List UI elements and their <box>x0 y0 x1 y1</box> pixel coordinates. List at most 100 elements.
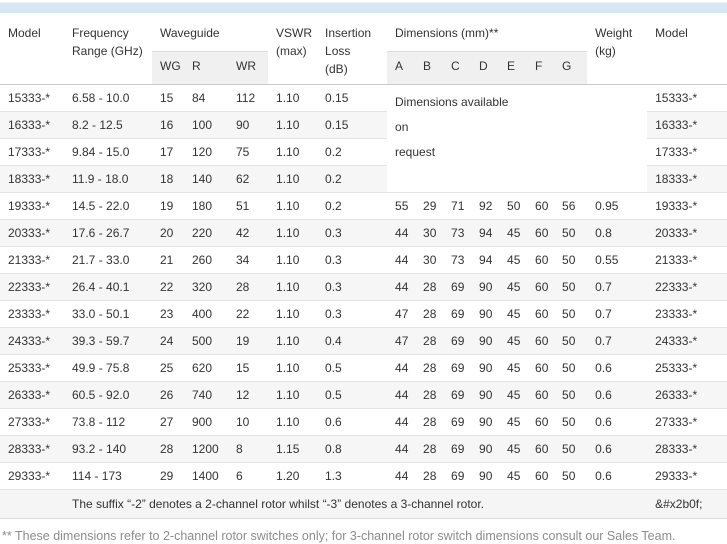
cell-dim-g: 50 <box>554 327 588 355</box>
cell-dim-e: 45 <box>499 327 528 355</box>
cell-vswr: 1.10 <box>268 300 318 328</box>
table-row: 21333-* 21.7 - 33.0 21 260 34 1.10 0.3 44 30 73 94… <box>0 246 727 274</box>
cell-dim-d: 90 <box>471 462 500 490</box>
cell-frequency-range: 73.8 - 112 <box>64 408 152 436</box>
cell-insertion-loss: 0.5 <box>317 381 388 409</box>
col-header-r: R <box>184 51 228 85</box>
cell-model: 19333-* <box>0 192 64 220</box>
cell-weight: 0.6 <box>587 354 648 382</box>
cell-weight: 0.95 <box>587 192 648 220</box>
cell-dim-b: 28 <box>415 273 444 301</box>
footer-symbol-cell: &#x2b0f; <box>647 489 727 519</box>
cell-weight: 0.6 <box>587 381 648 409</box>
cell-dim-f: 60 <box>527 327 555 355</box>
cell-r: 900 <box>184 408 228 436</box>
cell-dim-a: 44 <box>387 381 416 409</box>
cell-wr: 62 <box>228 165 269 193</box>
cell-vswr: 1.10 <box>268 165 318 193</box>
cell-dim-f: 60 <box>527 246 555 274</box>
dimensions-footnote: ** These dimensions refer to 2-channel r… <box>2 529 676 543</box>
cell-dim-e: 45 <box>499 408 528 436</box>
col-header-dim-a: A <box>387 51 416 85</box>
cell-wg: 28 <box>152 435 184 463</box>
cell-dim-a: 44 <box>387 408 416 436</box>
top-accent-bar <box>0 2 727 13</box>
cell-frequency-range: 114 - 173 <box>64 462 152 490</box>
cell-r: 320 <box>184 273 228 301</box>
cell-model-right: 25333-* <box>647 354 727 382</box>
cell-model: 16333-* <box>0 111 64 139</box>
cell-wr: 34 <box>228 246 269 274</box>
cell-dim-e: 45 <box>499 273 528 301</box>
cell-wg: 24 <box>152 327 184 355</box>
cell-model: 21333-* <box>0 246 64 274</box>
cell-dim-e: 50 <box>499 192 528 220</box>
cell-wr: 19 <box>228 327 269 355</box>
table-body: 15333-* 6.58 - 10.0 15 84 112 1.10 0.15 Dimensi… <box>0 84 727 490</box>
table-row: 27333-* 73.8 - 112 27 900 10 1.10 0.6 44 28 69 90 4… <box>0 408 727 436</box>
col-header-weight: Weight (kg) <box>587 16 648 85</box>
cell-dim-b: 28 <box>415 327 444 355</box>
cell-wg: 21 <box>152 246 184 274</box>
cell-r: 620 <box>184 354 228 382</box>
cell-dim-a: 44 <box>387 462 416 490</box>
cell-r: 400 <box>184 300 228 328</box>
cell-model-right: 17333-* <box>647 138 727 166</box>
cell-dim-b: 28 <box>415 435 444 463</box>
cell-model-right: 19333-* <box>647 192 727 220</box>
cell-dim-d: 90 <box>471 435 500 463</box>
cell-dim-g: 50 <box>554 381 588 409</box>
cell-dim-c: 73 <box>443 219 472 247</box>
cell-dim-f: 60 <box>527 192 555 220</box>
cell-wg: 27 <box>152 408 184 436</box>
table-row: 24333-* 39.3 - 59.7 24 500 19 1.10 0.4 47 28 69 90… <box>0 327 727 355</box>
cell-frequency-range: 93.2 - 140 <box>64 435 152 463</box>
cell-model-right: 24333-* <box>647 327 727 355</box>
cell-frequency-range: 14.5 - 22.0 <box>64 192 152 220</box>
cell-frequency-range: 60.5 - 92.0 <box>64 381 152 409</box>
cell-wg: 15 <box>152 84 184 112</box>
cell-dim-a: 44 <box>387 273 416 301</box>
cell-weight: 0.7 <box>587 273 648 301</box>
cell-r: 140 <box>184 165 228 193</box>
cell-model: 28333-* <box>0 435 64 463</box>
cell-wg: 18 <box>152 165 184 193</box>
cell-frequency-range: 6.58 - 10.0 <box>64 84 152 112</box>
cell-vswr: 1.10 <box>268 111 318 139</box>
cell-insertion-loss: 0.3 <box>317 219 388 247</box>
cell-dim-g: 50 <box>554 408 588 436</box>
cell-model-right: 26333-* <box>647 381 727 409</box>
cell-r: 1200 <box>184 435 228 463</box>
cell-wg: 22 <box>152 273 184 301</box>
cell-vswr: 1.10 <box>268 327 318 355</box>
cell-vswr: 1.15 <box>268 435 318 463</box>
cell-insertion-loss: 0.3 <box>317 246 388 274</box>
table-row: 19333-* 14.5 - 22.0 19 180 51 1.10 0.2 55 29 71 92… <box>0 192 727 220</box>
cell-dim-e: 45 <box>499 300 528 328</box>
table-row: 29333-* 114 - 173 29 1400 6 1.20 1.3 44 28 69 90 45… <box>0 462 727 490</box>
col-header-frequency: Frequency Range (GHz) <box>64 16 152 85</box>
cell-vswr: 1.10 <box>268 138 318 166</box>
cell-insertion-loss: 0.3 <box>317 273 388 301</box>
cell-dim-d: 94 <box>471 246 500 274</box>
cell-dim-g: 56 <box>554 192 588 220</box>
cell-wg: 29 <box>152 462 184 490</box>
cell-model-right: 29333-* <box>647 462 727 490</box>
cell-dim-b: 28 <box>415 408 444 436</box>
cell-weight: 0.8 <box>587 219 648 247</box>
cell-r: 740 <box>184 381 228 409</box>
cell-dim-a: 44 <box>387 246 416 274</box>
col-header-dim-e: E <box>499 51 528 85</box>
cell-insertion-loss: 0.2 <box>317 138 388 166</box>
col-header-dim-d: D <box>471 51 500 85</box>
header-row-subcolumns: WG R WR A B C D E F G <box>0 51 727 85</box>
cell-insertion-loss: 0.3 <box>317 300 388 328</box>
cell-wr: 112 <box>228 84 269 112</box>
cell-model-right: 23333-* <box>647 300 727 328</box>
cell-model: 20333-* <box>0 219 64 247</box>
col-header-dim-c: C <box>443 51 472 85</box>
table-row: 28333-* 93.2 - 140 28 1200 8 1.15 0.8 44 28 69 90 4… <box>0 435 727 463</box>
cell-vswr: 1.10 <box>268 408 318 436</box>
col-header-vswr: VSWR (max) <box>268 16 318 85</box>
cell-dim-c: 69 <box>443 408 472 436</box>
